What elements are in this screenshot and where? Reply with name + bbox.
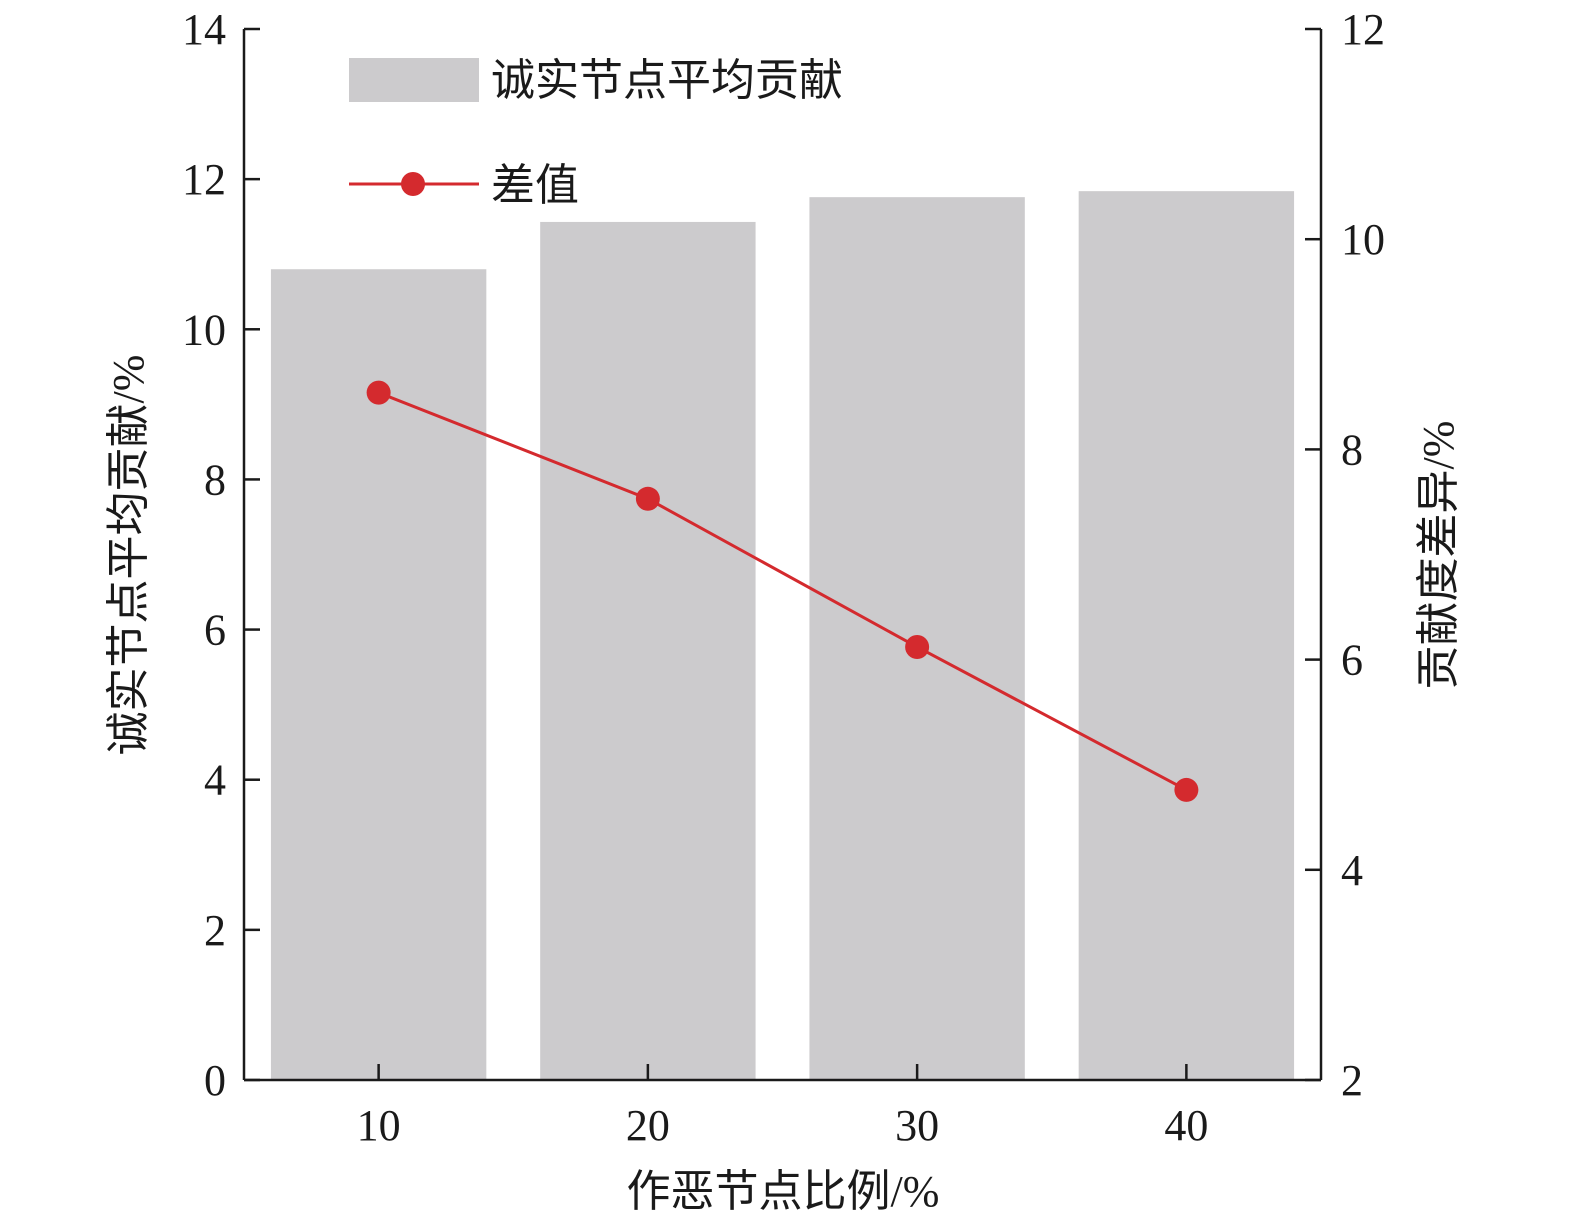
y-left-tick-label: 10: [182, 305, 226, 354]
y-left-tick-label: 6: [204, 606, 226, 655]
line-point: [905, 634, 930, 659]
y-left-tick-label: 8: [204, 455, 226, 504]
bars-layer: [270, 191, 1295, 1080]
y-right-tick-label: 12: [1341, 5, 1385, 54]
axes-layer: 0 2 4 6 8 10 12 14 2 4 6 8 10 12 10 20 30 40: [182, 5, 1385, 1150]
bar: [540, 221, 756, 1080]
x-axis-title: 作恶节点比例/%: [627, 1167, 940, 1216]
legend-bar-swatch: [349, 58, 479, 102]
x-tick-label: 30: [895, 1101, 939, 1150]
line-point: [635, 486, 660, 511]
y-axis-right-title: 贡献度差异/%: [1414, 421, 1463, 690]
x-tick-label: 20: [626, 1101, 670, 1150]
y-right-tick-label: 2: [1341, 1056, 1363, 1105]
y-left-tick-label: 12: [182, 155, 226, 204]
y-left-tick-label: 2: [204, 906, 226, 955]
y-axis-left-title: 诚实节点平均贡献/%: [104, 355, 153, 756]
legend-bar-label: 诚实节点平均贡献: [491, 56, 843, 105]
y-right-tick-label: 4: [1341, 846, 1363, 895]
y-right-tick-label: 6: [1341, 636, 1363, 685]
line-point: [366, 380, 391, 405]
legend: 诚实节点平均贡献 差值: [349, 56, 843, 210]
line-series-path: [378, 391, 1188, 792]
x-tick-label: 10: [357, 1101, 401, 1150]
legend-line-marker: [401, 172, 425, 196]
y-right-tick-label: 10: [1341, 215, 1385, 264]
y-right-tick-label: 8: [1341, 425, 1363, 474]
y-left-tick-label: 0: [204, 1056, 226, 1105]
line-point: [1174, 777, 1199, 802]
y-left-tick-label: 14: [182, 5, 226, 54]
bar: [1078, 191, 1295, 1080]
legend-line-label: 差值: [491, 161, 579, 210]
x-tick-label: 40: [1164, 1101, 1208, 1150]
y-left-tick-label: 4: [204, 756, 226, 805]
line-layer: [366, 380, 1199, 802]
